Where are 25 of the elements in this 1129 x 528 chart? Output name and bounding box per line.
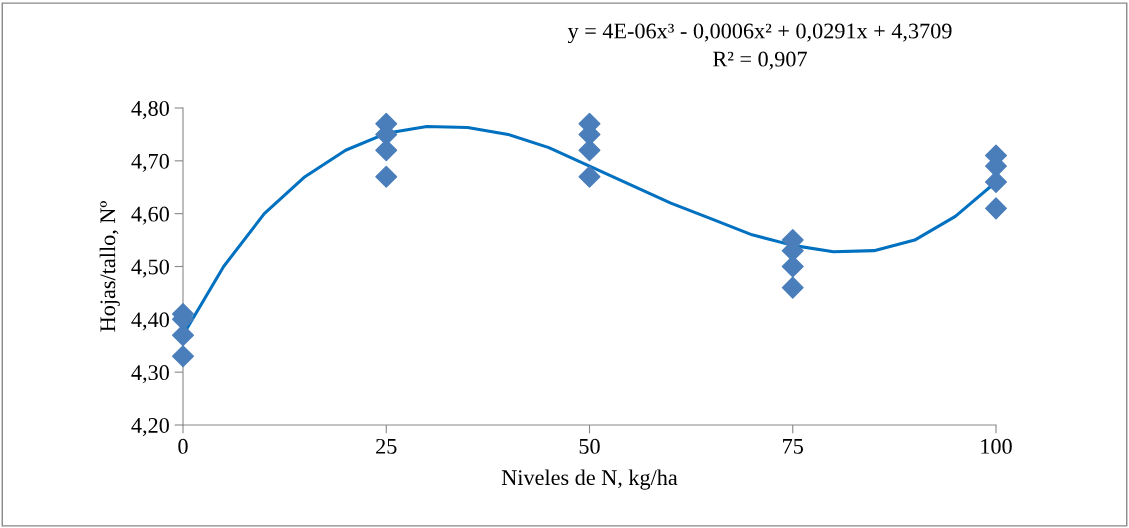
- x-tick-label: 100: [981, 438, 1012, 454]
- text: R² = 0,907: [713, 51, 807, 70]
- x-tick-label: 0: [178, 438, 188, 454]
- point: [375, 139, 398, 162]
- y-tick-label: 4,20: [131, 417, 169, 437]
- x-tick-label: 50: [579, 438, 600, 454]
- y-axis-title: Hojas/tallo, Nº: [99, 201, 120, 332]
- point: [578, 165, 601, 188]
- point: [781, 276, 804, 299]
- y-tick-label: 4,80: [131, 100, 169, 120]
- x-tick-label: 75: [783, 439, 803, 454]
- point: [172, 345, 194, 368]
- y-tick-label: 4,30: [131, 365, 169, 384]
- point: [578, 139, 601, 162]
- text: y = 4E-06x³ - 0,0006x² + 0,0291x + 4,3709: [567, 23, 952, 44]
- y-tick-label: 4,60: [131, 206, 169, 225]
- x-axis-title: Niveles de N, kg/ha: [501, 469, 678, 490]
- point: [985, 197, 1007, 220]
- point: [172, 324, 194, 347]
- y-tick-label: 4,70: [131, 153, 169, 172]
- point: [781, 255, 804, 278]
- y-tick-label: 4,40: [131, 312, 169, 331]
- y-tick-label: 4,50: [131, 259, 169, 278]
- x-tick-label: 25: [376, 438, 397, 454]
- point: [375, 165, 398, 188]
